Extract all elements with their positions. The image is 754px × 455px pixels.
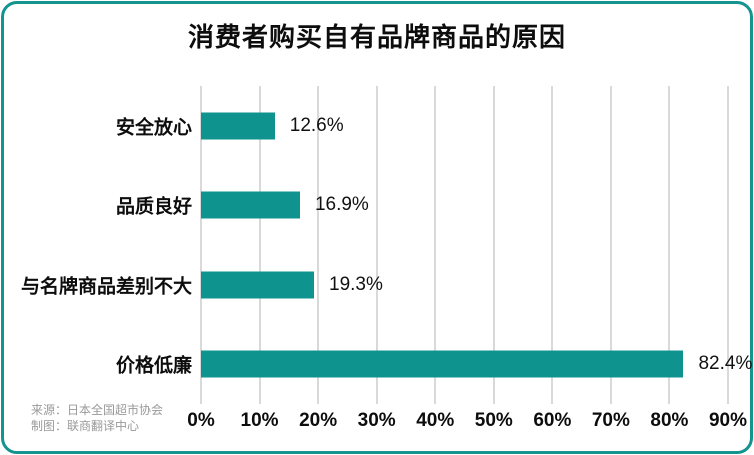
value-label: 12.6% [289, 114, 344, 136]
category-label: 价格低廉 [115, 355, 192, 377]
gridline [492, 86, 495, 404]
x-axis-tick-label: 70% [591, 410, 630, 431]
x-axis-tick-label: 50% [474, 410, 513, 431]
gridline [200, 86, 202, 404]
category-label: 与名牌商品差别不大 [20, 276, 192, 298]
source-line: 来源：日本全国超市协会 [31, 403, 164, 417]
gridline [375, 86, 378, 404]
chart-title: 消费者购买自有品牌商品的原因 [187, 22, 566, 52]
x-axis-tick-label: 30% [357, 410, 396, 431]
gridline [434, 86, 437, 404]
bar [201, 350, 684, 378]
source-line: 制图：联商翻译中心 [31, 419, 140, 433]
value-label: 16.9% [314, 194, 369, 216]
category-label: 品质良好 [115, 196, 192, 218]
gridline [609, 86, 612, 404]
value-label: 82.4% [698, 353, 753, 375]
plot-area [200, 86, 729, 404]
source-note: 来源：日本全国超市协会 制图：联商翻译中心 [31, 402, 163, 434]
x-axis-tick-label: 60% [533, 410, 572, 431]
gridline [668, 86, 671, 404]
value-label: 19.3% [329, 273, 383, 295]
gridline [317, 86, 320, 404]
x-axis-tick-label: 10% [240, 410, 279, 431]
bar [201, 112, 275, 140]
x-axis-tick-label: 80% [650, 410, 689, 431]
bar [201, 191, 300, 219]
x-axis-tick-label: 90% [708, 410, 748, 431]
gridline [258, 86, 261, 404]
x-axis-tick-label: 0% [187, 410, 215, 431]
gridline [551, 86, 554, 404]
bar [201, 271, 314, 299]
gridline [727, 86, 729, 404]
x-axis-tick-label: 20% [299, 410, 338, 431]
x-axis-tick-label: 40% [416, 410, 455, 431]
category-label: 安全放心 [115, 117, 192, 139]
